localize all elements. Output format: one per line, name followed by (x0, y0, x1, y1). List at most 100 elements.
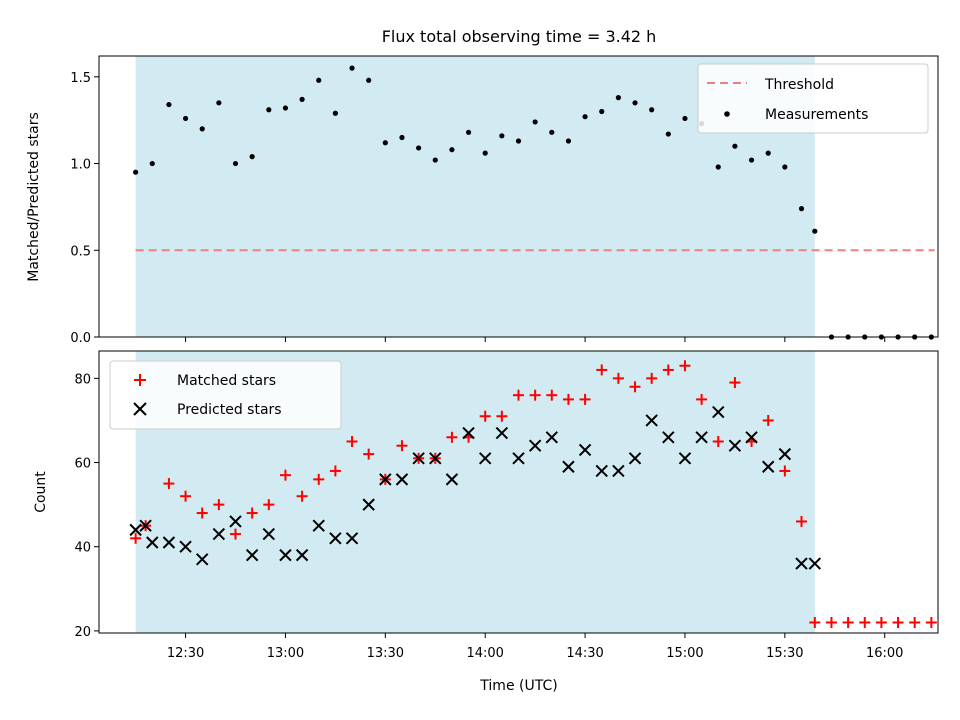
predicted-star-point (478, 452, 492, 465)
xtick-label: 14:00 (466, 646, 503, 661)
matched-star-point (396, 440, 408, 452)
matched-star-point (446, 431, 458, 443)
xtick-label: 15:00 (666, 646, 703, 661)
matched-star-point (329, 465, 341, 477)
predicted-star-point (712, 405, 725, 419)
bottom-ylabel: Count (33, 471, 49, 513)
matched-star-point (230, 528, 242, 540)
bottom-ytick-label: 40 (74, 541, 91, 556)
bottom-legend-box (109, 360, 342, 430)
predicted-star-point (545, 431, 559, 444)
predicted-star-point (528, 439, 542, 452)
chart-title: Flux total observing time = 3.42 h (382, 27, 657, 46)
bottom-ytick-label: 60 (74, 457, 91, 472)
measurement-point (748, 157, 755, 163)
xtick-label: 12:30 (167, 646, 204, 661)
predicted-star-point (462, 426, 475, 440)
matched-star-point (130, 532, 142, 544)
measurement-point (332, 110, 338, 116)
xtick-label: 13:30 (367, 646, 404, 661)
matched-star-point (579, 393, 591, 405)
measurement-point (249, 154, 255, 160)
measurement-point (316, 77, 322, 83)
predicted-star-point (578, 443, 592, 457)
measurement-point (715, 164, 721, 170)
matched-star-point (313, 473, 325, 485)
matched-star-point (762, 414, 774, 426)
measurement-point (216, 100, 222, 106)
predicted-star-point (429, 452, 442, 465)
predicted-star-point (146, 536, 159, 549)
matched-star-point (263, 499, 275, 511)
predicted-star-point (139, 519, 152, 532)
predicted-star-point (562, 460, 575, 473)
predicted-star-point (595, 464, 608, 478)
matched-star-point (646, 372, 658, 384)
matched-star-point (546, 389, 558, 401)
measurement-point (682, 115, 688, 122)
predicted-star-point (745, 431, 758, 444)
matched-star-point (842, 616, 854, 628)
matched-star-point (875, 616, 887, 628)
matched-star-point (562, 393, 574, 405)
matched-star-point (479, 410, 491, 422)
measurement-point (449, 147, 455, 153)
measurement-point (266, 107, 272, 113)
measurement-point (149, 160, 155, 167)
legend-matched-swatch (134, 374, 146, 386)
measurement-point (599, 108, 605, 115)
matched-star-point (712, 435, 724, 447)
matched-star-point (909, 616, 921, 628)
measurement-point (782, 164, 788, 170)
predicted-star-point (612, 464, 625, 478)
measurement-point (349, 65, 355, 71)
top-legend: Threshold Measurements (697, 63, 929, 134)
predicted-star-point (695, 431, 708, 444)
bottom-legend: Matched stars Predicted stars (109, 360, 342, 430)
matched-star-point (662, 364, 674, 376)
predicted-star-point (628, 452, 642, 465)
predicted-star-point (778, 447, 792, 461)
matched-star-point (925, 616, 937, 628)
measurement-point (565, 138, 572, 144)
legend-predicted-label: Predicted stars (177, 402, 282, 418)
legend-predicted-swatch (133, 402, 147, 416)
predicted-star-point (129, 523, 142, 537)
measurement-point (366, 77, 372, 83)
predicted-star-point (162, 536, 176, 549)
matched-star-point (196, 507, 208, 519)
measurement-point (549, 129, 555, 135)
x-axis-label: Time (UTC) (479, 678, 557, 694)
measurement-point (532, 119, 538, 125)
predicted-star-point (495, 426, 509, 440)
predicted-star-point (761, 460, 775, 473)
predicted-star-point (229, 515, 242, 528)
measurement-point (732, 143, 738, 149)
measurement-point (765, 150, 771, 156)
measurement-point (182, 115, 189, 122)
top-ytick-label: 1.0 (70, 158, 91, 173)
bottom-frame (98, 350, 939, 634)
xtick-label: 14:30 (566, 646, 603, 661)
measurement-point (299, 96, 305, 102)
top-frame (98, 55, 939, 338)
predicted-star-point (645, 414, 658, 427)
measurement-point (499, 133, 505, 139)
measurement-point (812, 228, 818, 234)
measurement-point (615, 95, 621, 101)
matched-star-point (729, 377, 741, 389)
predicted-star-point (179, 540, 192, 553)
xtick-label: 15:30 (766, 646, 803, 661)
matched-star-point (629, 381, 641, 393)
matched-star-point (795, 515, 807, 527)
predicted-star-point (196, 553, 209, 566)
predicted-star-point (345, 532, 359, 545)
predicted-star-point (212, 527, 226, 541)
measurement-point (632, 100, 638, 106)
legend-measurements-swatch (724, 111, 730, 117)
predicted-star-point (245, 548, 259, 562)
matched-star-point (246, 507, 258, 519)
legend-threshold-label: Threshold (764, 77, 834, 93)
measurement-point (649, 107, 655, 113)
matched-star-point (346, 435, 358, 447)
